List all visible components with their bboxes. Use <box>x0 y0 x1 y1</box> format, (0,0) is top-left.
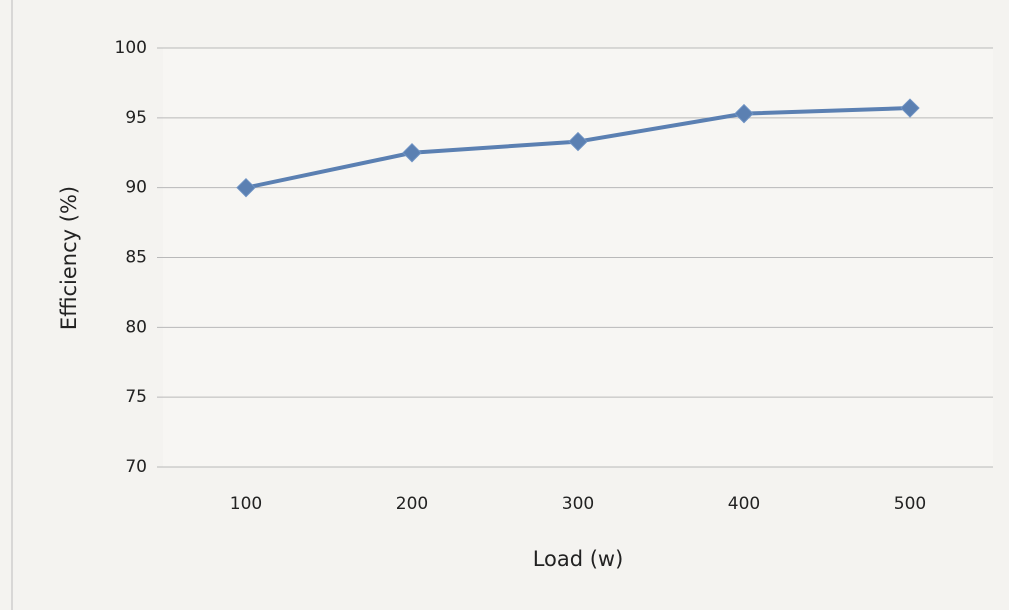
data-marker <box>568 131 588 152</box>
x-tick-label: 200 <box>396 494 428 514</box>
y-tick-label: 100 <box>115 38 147 58</box>
data-marker <box>734 103 754 124</box>
x-tick-label: 100 <box>230 494 262 514</box>
data-marker <box>900 98 920 118</box>
x-tick-label: 300 <box>562 494 594 514</box>
y-tick-label: 85 <box>125 248 147 268</box>
x-tick-label: 500 <box>894 494 926 514</box>
y-tick-label: 75 <box>125 387 147 407</box>
data-marker <box>402 143 422 163</box>
y-tick-label: 95 <box>125 108 147 128</box>
x-axis-title: Load (w) <box>533 547 624 571</box>
y-tick-label: 90 <box>125 178 147 198</box>
y-tick-label: 80 <box>125 317 147 337</box>
y-axis-title: Efficiency (%) <box>57 186 81 330</box>
x-tick-label: 400 <box>728 494 760 514</box>
y-tick-label: 70 <box>125 457 147 477</box>
data-marker <box>236 177 256 198</box>
